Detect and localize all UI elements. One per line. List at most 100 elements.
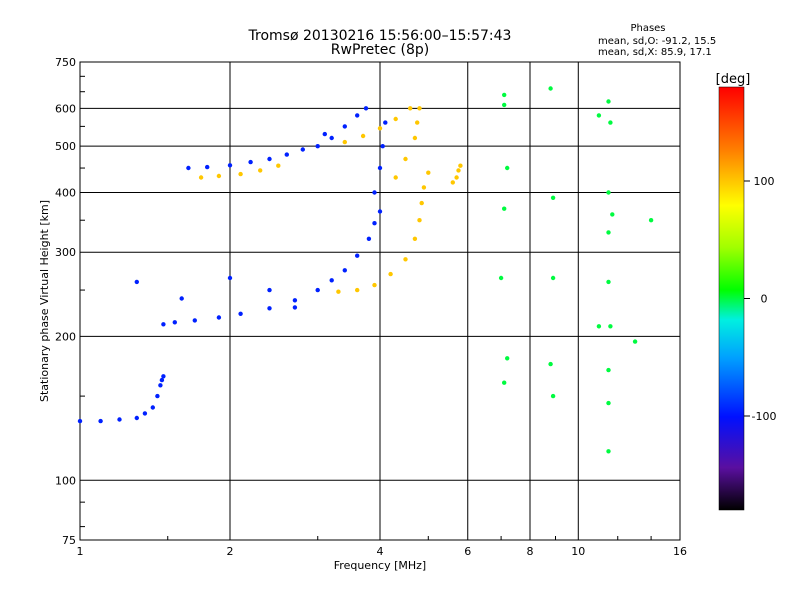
data-point [606,449,611,454]
x-tick-label: 16 [673,545,687,558]
data-point [284,152,289,157]
data-point [412,236,418,241]
data-point [606,230,611,235]
data-point [142,411,148,416]
data-point [388,271,393,277]
data-point [267,287,272,293]
data-point [329,135,334,141]
legend-entry-o: mean, sd,O: -91.2, 15.5 [598,36,716,47]
data-point [632,339,638,344]
data-point [377,126,383,131]
data-point [292,298,298,303]
data-point [216,315,222,320]
data-point [267,156,272,162]
data-point [363,106,369,111]
colorbar-tick-label: 0 [761,293,768,306]
data-point [150,405,155,410]
data-point [377,209,383,214]
chart-subtitle: RwPretec (8p) [331,42,429,58]
y-tick-label: 600 [55,102,76,115]
data-point [267,306,272,311]
data-point [403,156,408,162]
data-point [342,124,347,129]
data-point [380,144,385,149]
data-point [248,159,253,165]
data-point [179,296,184,301]
y-tick-label: 400 [55,186,76,199]
y-tick-label: 200 [55,330,76,343]
data-point [161,322,166,327]
data-point [548,86,553,91]
data-point [550,275,556,281]
grid-lines [80,62,680,540]
data-point [426,170,431,175]
data-point [227,163,233,168]
data-point [329,278,334,283]
x-axis-ticks: 1 2 4 6 8 10 16 [77,536,687,558]
data-point [276,163,281,168]
data-point [417,106,422,111]
data-point [606,400,611,406]
y-axis-ticks: 75 100 200 300 400 500 600 750 [55,56,85,547]
data-point [421,185,427,190]
data-point [315,144,320,149]
x-tick-label: 6 [464,545,471,558]
data-point [505,165,510,171]
data-point [502,102,507,108]
colorbar-tick-label: -100 [752,410,777,423]
x-tick-label: 8 [527,545,534,558]
data-point [355,113,360,118]
data-point [216,173,222,179]
data-point [606,99,611,104]
data-point [117,417,122,422]
data-point [596,113,602,118]
data-point [205,164,210,170]
data-point [502,380,507,385]
x-tick-label: 1 [77,545,84,558]
legend: Phases mean, sd,O: -91.2, 15.5 mean, sd,… [598,23,716,58]
data-point [238,311,243,316]
data-point [355,253,360,258]
data-point [610,212,615,217]
data-point [134,415,139,421]
data-point [606,279,611,285]
data-point [186,165,191,171]
y-tick-label: 750 [55,56,76,69]
data-point [360,133,366,139]
data-point [192,318,197,323]
x-tick-label: 10 [571,545,585,558]
x-tick-label: 4 [377,545,384,558]
data-point [161,374,166,379]
data-point [98,418,103,424]
data-point [606,367,611,373]
y-tick-label: 100 [55,474,76,487]
y-axis-label: Stationary phase Virtual Height [km] [38,200,51,402]
y-tick-label: 300 [55,246,76,259]
data-point [336,289,341,294]
data-point [322,131,327,137]
data-point [419,200,424,206]
data-point [258,168,263,173]
data-point [158,383,163,388]
legend-entry-x: mean, sd,X: 85.9, 17.1 [598,47,712,58]
colorbar: [deg] -100 0 100 [716,72,777,511]
data-point [292,305,298,310]
data-point [415,120,420,125]
data-point [377,165,383,171]
data-point [596,324,602,329]
data-point [608,120,613,125]
data-points [77,86,654,454]
data-point [315,287,320,293]
data-point [408,106,413,111]
data-point [550,393,556,399]
data-point [417,218,422,223]
data-point [342,139,347,145]
y-tick-label: 500 [55,140,76,153]
data-point [648,218,654,223]
data-point [606,190,611,195]
x-axis-label: Frequency [MHz] [334,559,426,572]
data-point [548,361,553,367]
data-point [198,175,204,180]
data-point [403,257,408,262]
